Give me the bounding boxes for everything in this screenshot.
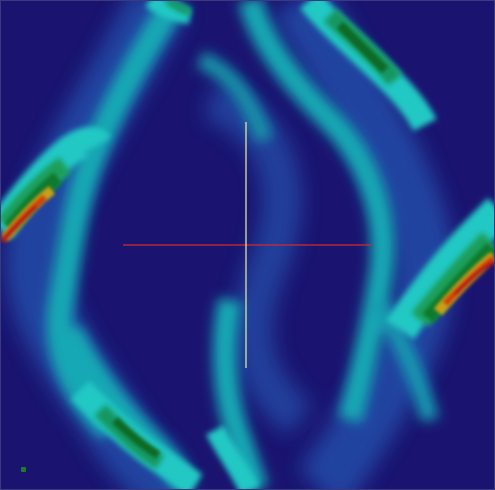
- orientation-marker-icon: [21, 467, 26, 472]
